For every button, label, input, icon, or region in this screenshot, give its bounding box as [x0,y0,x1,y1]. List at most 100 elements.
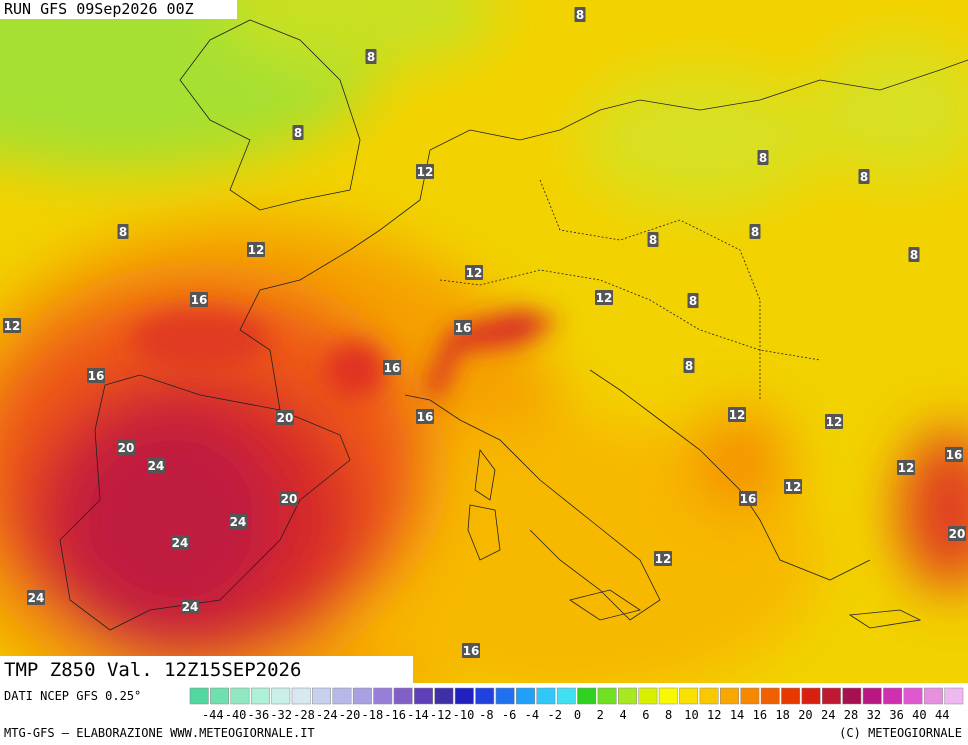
colorbar-swatch [577,687,597,705]
contour-label-box [117,440,135,455]
colorbar-swatch [312,687,332,705]
colorbar-swatch [679,687,699,705]
contour-label: 8 [649,233,657,247]
contour-label-box [365,49,377,64]
colorbar-swatch [842,687,862,705]
contour-label: 12 [729,408,746,422]
contour-label-box [908,247,920,262]
colorbar-swatch [516,687,535,705]
colorbar-swatch [393,687,413,705]
contour-label-box [784,479,802,494]
colorbar-tick-label: -4 [525,708,539,722]
colorbar-swatch [495,687,515,705]
colorbar-tick-label: -32 [270,708,292,722]
colorbar-tick-label: 20 [798,708,812,722]
contour-label-box [647,232,659,247]
contour-label-box [87,368,105,383]
contour-label: 24 [28,591,45,605]
contour-label: 8 [759,151,767,165]
colorbar-tick-label: -16 [384,708,406,722]
colorbar-tick-label: 8 [665,708,672,722]
colorbar-swatch [944,687,964,705]
colorbar-swatch [556,687,576,705]
contour-label: 16 [191,293,208,307]
header-box [0,0,237,19]
contour-label: 16 [463,644,480,658]
colorbar-tick-label: -6 [502,708,516,722]
colorbar-tick-label: 24 [821,708,835,722]
contour-label-box [462,643,480,658]
colorbar-tick-label: 44 [935,708,949,722]
contour-label-box [117,224,129,239]
colorbar-tick-label: -18 [362,708,384,722]
contour-label: 8 [119,225,127,239]
colorbar-tick-label: 16 [753,708,767,722]
colorbar-tick-label: -14 [407,708,429,722]
contour-label: 8 [367,50,375,64]
contour-label-box [574,7,586,22]
colorbar-tick-label: 40 [912,708,926,722]
contour-label-box [247,242,265,257]
contour-label-box [147,458,165,473]
colorbar-tick-label: 18 [775,708,789,722]
contour-label: 8 [689,294,697,308]
contour-label-box [280,491,298,506]
colorbar-swatch [903,687,923,705]
contour-label: 20 [118,441,135,455]
contour-label-box [465,265,483,280]
contour-label-box [454,320,472,335]
colorbar-tick-label: 0 [574,708,581,722]
colorbar-tick-label: -40 [225,708,247,722]
colorbar-tick-label: 10 [684,708,698,722]
contour-label: 24 [182,600,199,614]
colorbar-tick-label: -44 [202,708,224,722]
contour-label: 8 [294,126,302,140]
colorbar-tick-label: -10 [453,708,475,722]
colorbar-swatch [862,687,882,705]
colorbar-tick-label: 36 [889,708,903,722]
colorbar-swatch [923,687,943,705]
colorbar-swatch [618,687,637,705]
contour-label-box [654,551,672,566]
colorbar-swatch [454,687,474,705]
contour-label-box [728,407,746,422]
contour-label: 16 [946,448,963,462]
contour-label-box [3,318,21,333]
colorbar-swatch [250,687,270,705]
contour-label: 12 [826,415,843,429]
colorbar-swatch [597,687,617,705]
caption-title: TMP Z850 Val. 12Z15SEP2026 [4,659,301,681]
contour-label: 8 [576,8,584,22]
colorbar-swatch [475,687,495,705]
footer-credits: MTG-GFS — ELABORAZIONE WWW.METEOGIORNALE… [4,726,315,740]
colorbar-swatch [210,687,230,705]
colorbar-swatch [821,687,841,705]
footer-copyright: (C) METEOGIORNALE [839,726,962,740]
legend-source: DATI NCEP GFS 0.25° [4,689,141,703]
contour-label-box [683,358,695,373]
contour-label-box [181,599,199,614]
contour-label: 8 [751,225,759,239]
colorbar: -44 -40 -36 -32 -28 -24 -20 -18 -16 -14 -12 -10 -8 -6… [189,687,964,722]
contour-label-box [416,164,434,179]
contour-label: 16 [417,410,434,424]
contour-label: 24 [172,536,189,550]
colorbar-tick-label: 2 [597,708,604,722]
colorbar-tick-label: 32 [867,708,881,722]
contour-label-box [276,410,294,425]
colorbar-tick-label: -8 [479,708,493,722]
colorbar-tick-label: -20 [339,708,361,722]
contour-label: 8 [910,248,918,262]
contour-label: 24 [148,459,165,473]
contour-label-box [383,360,401,375]
run-label: RUN GFS 09Sep2026 00Z [4,0,194,18]
contour-label-box [948,526,966,541]
contour-label: 8 [685,359,693,373]
coastlines [59,19,968,631]
contour-label-box [292,125,304,140]
contour-label-box [416,409,434,424]
colorbar-swatch [801,687,821,705]
contour-label: 16 [455,321,472,335]
colorbar-swatch [332,687,352,705]
